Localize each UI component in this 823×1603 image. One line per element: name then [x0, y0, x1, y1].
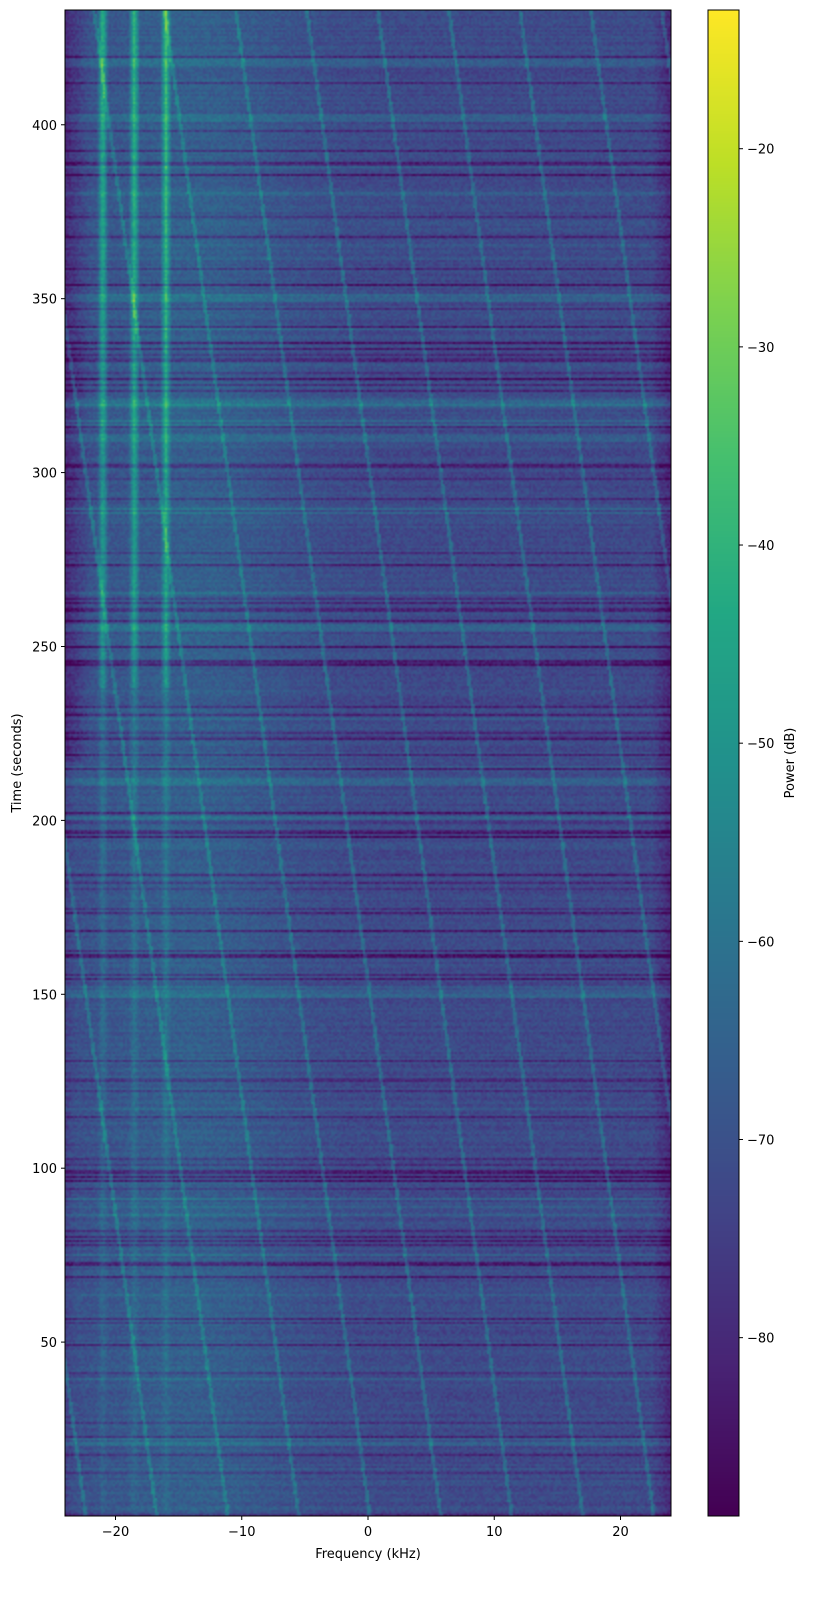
- colorbar-title: Power (dB): [783, 728, 798, 799]
- colorbar-tick-label: −30: [747, 341, 774, 356]
- y-tick-label: 400: [32, 119, 57, 134]
- colorbar-tick-label: −20: [747, 143, 774, 158]
- plot-area: [64, 9, 672, 1517]
- x-tick-label: −10: [228, 1525, 255, 1540]
- colorbar-tick-label: −70: [747, 1134, 774, 1149]
- colorbar-tick-label: −40: [747, 539, 774, 554]
- x-tick-label: 20: [612, 1525, 629, 1540]
- colorbar-tick-label: −80: [747, 1332, 774, 1347]
- colorbar-frame: [707, 9, 740, 1517]
- x-tick-label: 0: [364, 1525, 372, 1540]
- spectrogram-heatmap: [65, 10, 671, 1516]
- y-tick-label: 50: [40, 1336, 57, 1351]
- y-axis: 50 100 150 200 250 300 350 400: [32, 119, 65, 1351]
- colorbar: −80 −70 −60 −50 −40 −30 −20 Power (dB): [707, 9, 798, 1517]
- y-tick-label: 100: [32, 1162, 57, 1177]
- y-tick-label: 200: [32, 814, 57, 829]
- x-axis: −20 −10 0 10 20: [102, 1516, 629, 1540]
- x-axis-title: Frequency (kHz): [315, 1547, 421, 1562]
- x-tick-label: 10: [486, 1525, 503, 1540]
- y-axis-title: Time (seconds): [10, 713, 25, 813]
- y-tick-label: 350: [32, 293, 57, 308]
- y-tick-label: 250: [32, 640, 57, 655]
- y-tick-label: 150: [32, 988, 57, 1003]
- colorbar-tick-label: −50: [747, 737, 774, 752]
- x-tick-label: −20: [102, 1525, 129, 1540]
- colorbar-gradient: [708, 10, 739, 1516]
- y-tick-label: 300: [32, 467, 57, 482]
- colorbar-ticks: −80 −70 −60 −50 −40 −30 −20: [739, 143, 774, 1347]
- colorbar-tick-label: −60: [747, 935, 774, 950]
